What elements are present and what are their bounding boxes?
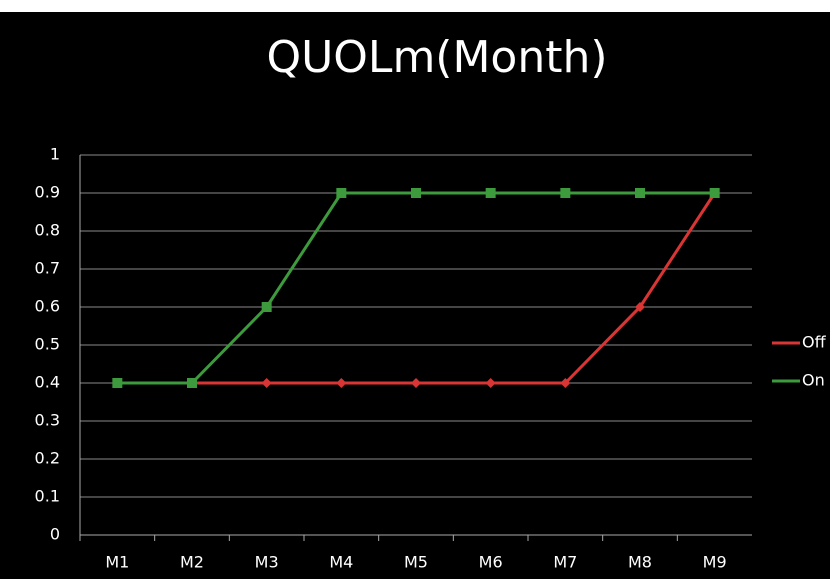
marker [485, 378, 496, 388]
x-tick-label: M1 [105, 553, 129, 572]
y-tick-label: 0.6 [35, 297, 60, 316]
y-tick-label: 0.7 [35, 259, 60, 278]
x-tick-label: M9 [703, 553, 727, 572]
x-tick-label: M8 [628, 553, 652, 572]
y-tick-label: 0.8 [35, 221, 60, 240]
legend-label: On [802, 371, 825, 390]
y-tick-label: 1 [50, 145, 60, 164]
marker [187, 378, 197, 388]
y-tick-label: 0.5 [35, 335, 60, 354]
x-tick-label: M3 [255, 553, 279, 572]
marker [112, 378, 123, 388]
marker [635, 302, 645, 312]
marker [411, 188, 421, 198]
marker [635, 188, 645, 198]
x-tick-label: M4 [329, 553, 353, 572]
y-tick-label: 0.1 [35, 487, 60, 506]
y-tick-label: 0.9 [35, 183, 60, 202]
x-tick-label: M5 [404, 553, 428, 572]
marker [336, 188, 347, 198]
x-tick-label: M7 [553, 553, 577, 572]
y-tick-label: 0.3 [35, 411, 60, 430]
marker [485, 188, 496, 198]
marker [560, 188, 571, 198]
chart-background [0, 12, 830, 579]
marker [261, 302, 272, 312]
y-tick-label: 0.4 [35, 373, 60, 392]
marker [560, 378, 571, 388]
x-tick-label: M2 [180, 553, 204, 572]
y-tick-label: 0 [50, 525, 60, 544]
marker [411, 378, 421, 388]
y-tick-label: 0.2 [35, 449, 60, 468]
chart-title: QUOLm(Month) [266, 32, 607, 83]
marker [336, 378, 347, 388]
x-tick-label: M6 [479, 553, 503, 572]
legend-label: Off [802, 333, 827, 352]
marker [709, 188, 720, 198]
marker [261, 378, 272, 388]
